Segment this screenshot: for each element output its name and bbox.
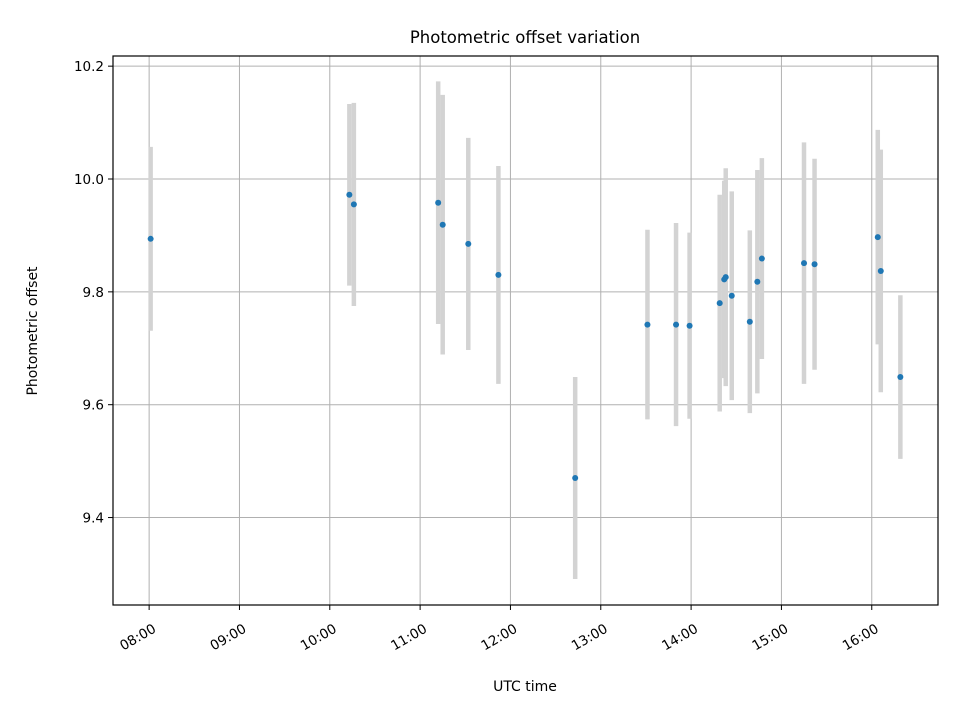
x-axis-label: UTC time: [493, 679, 557, 695]
y-tick-label: 9.8: [83, 285, 104, 301]
data-point: [722, 274, 729, 281]
y-tick-label: 9.4: [83, 511, 104, 527]
data-point: [754, 278, 761, 285]
data-point: [350, 201, 357, 208]
y-tick-label: 10.0: [74, 172, 104, 188]
y-axis-label: Photometric offset: [25, 266, 41, 396]
data-point: [728, 292, 735, 299]
data-point: [874, 234, 881, 241]
data-point: [644, 321, 651, 328]
data-point: [572, 475, 579, 482]
data-point: [801, 260, 808, 267]
data-point: [439, 221, 446, 228]
y-tick-label: 9.6: [83, 398, 104, 414]
data-point: [435, 199, 442, 206]
chart-title: Photometric offset variation: [410, 28, 640, 47]
data-point: [147, 235, 154, 242]
data-point: [746, 318, 753, 325]
y-tick-label: 10.2: [74, 59, 104, 75]
data-point: [686, 322, 693, 329]
plot-frame: [112, 55, 939, 606]
data-point: [897, 374, 904, 381]
data-point: [495, 271, 502, 278]
data-point: [811, 261, 818, 268]
data-point: [673, 321, 680, 328]
grid: [113, 56, 938, 605]
data-points: [147, 191, 904, 482]
data-point: [346, 191, 353, 198]
data-point: [758, 255, 765, 262]
data-point: [465, 240, 472, 247]
data-point: [716, 300, 723, 307]
data-point: [877, 267, 884, 274]
